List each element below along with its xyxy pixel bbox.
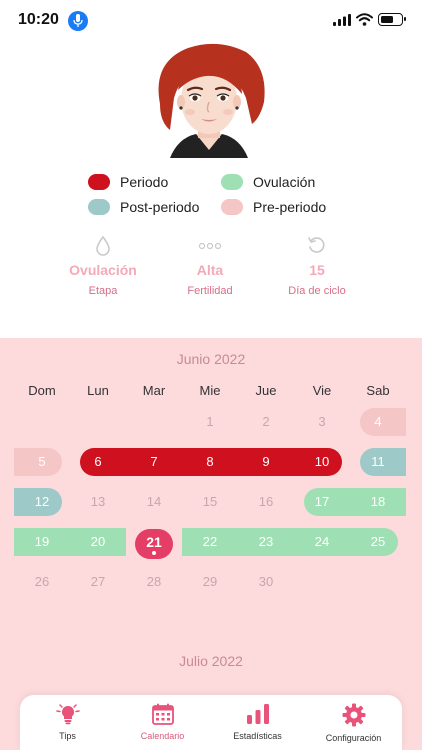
- avatar: [158, 43, 265, 158]
- tab-label: Calendario: [140, 731, 185, 741]
- calendar-day[interactable]: 17: [314, 494, 330, 509]
- tab-calendario[interactable]: Calendario: [115, 695, 210, 750]
- calendar-day[interactable]: 8: [206, 454, 214, 469]
- ovulation-band: [182, 528, 398, 556]
- dots-icon: [198, 242, 222, 250]
- weekday-label: Mie: [199, 383, 221, 398]
- microphone-icon: [68, 11, 88, 31]
- pre-period-band: [14, 448, 62, 476]
- calendar-day[interactable]: 30: [258, 574, 274, 589]
- legend-item-ovulacion: Ovulación: [221, 173, 315, 191]
- calendar-icon: [151, 703, 174, 725]
- legend-label: Ovulación: [253, 174, 316, 190]
- calendar-day[interactable]: 9: [262, 454, 270, 469]
- legend-item-periodo: Periodo: [88, 173, 168, 191]
- ovulation-band: [304, 488, 406, 516]
- month-title: Junio 2022: [176, 351, 246, 367]
- refresh-icon: [308, 237, 325, 253]
- calendar-day[interactable]: 25: [370, 534, 386, 549]
- calendar-day[interactable]: 26: [34, 574, 50, 589]
- post-period-band: [14, 488, 62, 516]
- period-band: [80, 448, 342, 476]
- calendar-day[interactable]: 19: [34, 534, 50, 549]
- tab-label: Estadísticas: [233, 731, 282, 741]
- legend-item-pre-periodo: Pre-periodo: [221, 198, 326, 216]
- stat-value: Alta: [196, 262, 224, 278]
- calendar-day[interactable]: 28: [146, 574, 162, 589]
- cellular-signal-icon: [333, 14, 351, 26]
- stat-value: Ovulación: [69, 262, 137, 278]
- stat-dia-de-ciclo: 15 Día de ciclo: [257, 236, 377, 297]
- bar-chart-icon: [246, 704, 269, 724]
- calendar-day[interactable]: 6: [94, 454, 102, 469]
- calendar-day[interactable]: 3: [318, 414, 326, 429]
- status-time: 10:20: [18, 11, 59, 28]
- weekday-label: Lun: [87, 383, 109, 398]
- calendar-day[interactable]: 15: [202, 494, 218, 509]
- pre-period-band: [360, 408, 406, 436]
- calendar-day[interactable]: 12: [34, 494, 50, 509]
- calendar-day[interactable]: 5: [38, 454, 46, 469]
- legend-swatch: [221, 199, 243, 215]
- legend-swatch: [88, 174, 110, 190]
- legend-swatch: [221, 174, 243, 190]
- legend-swatch: [88, 199, 110, 215]
- calendar-day[interactable]: 29: [202, 574, 218, 589]
- calendar-day[interactable]: 20: [90, 534, 106, 549]
- weekday-label: Vie: [312, 383, 332, 398]
- lightbulb-icon: [55, 704, 80, 725]
- stat-label: Día de ciclo: [288, 285, 346, 297]
- calendar-day[interactable]: 10: [314, 454, 330, 469]
- tab-bar: Tips Calendario Estadísticas: [20, 695, 402, 750]
- status-bar: 10:20: [0, 0, 422, 42]
- calendar-day[interactable]: 11: [371, 454, 385, 469]
- stat-label: Fertilidad: [187, 285, 233, 297]
- gear-icon: [342, 703, 365, 727]
- calendar-day[interactable]: 14: [146, 494, 162, 509]
- calendar-day[interactable]: 27: [90, 574, 106, 589]
- tab-estadisticas[interactable]: Estadísticas: [210, 695, 305, 750]
- battery-icon: [378, 13, 406, 26]
- tab-label: Configuración: [325, 733, 382, 743]
- weekday-label: Sab: [366, 383, 390, 398]
- calendar-day[interactable]: 2: [262, 414, 270, 429]
- post-period-band: [360, 448, 406, 476]
- calendar-day[interactable]: 13: [90, 494, 106, 509]
- legend-label: Periodo: [120, 174, 169, 190]
- today-dot: [152, 551, 156, 555]
- calendar-day[interactable]: 16: [258, 494, 274, 509]
- weekday-label: Mar: [142, 383, 166, 398]
- legend-label: Pre-periodo: [253, 199, 327, 215]
- tab-label: Tips: [59, 731, 76, 741]
- calendar-day[interactable]: 4: [374, 414, 382, 429]
- stat-etapa: Ovulación Etapa: [43, 236, 163, 297]
- droplet-icon: [96, 236, 110, 256]
- calendar-day[interactable]: 24: [314, 534, 330, 549]
- calendar-day[interactable]: 1: [206, 414, 214, 429]
- calendar-day[interactable]: 18: [370, 494, 386, 509]
- legend-label: Post-periodo: [120, 199, 200, 215]
- stat-fertilidad: Alta Fertilidad: [150, 236, 270, 297]
- tab-configuracion[interactable]: Configuración: [306, 695, 401, 750]
- calendar-day[interactable]: 22: [202, 534, 218, 549]
- weekday-label: Dom: [28, 383, 56, 398]
- stat-label: Etapa: [88, 285, 118, 297]
- calendar-day[interactable]: 23: [258, 534, 274, 549]
- wifi-icon: [356, 13, 373, 26]
- weekday-label: Jue: [255, 383, 277, 398]
- tab-tips[interactable]: Tips: [20, 695, 115, 750]
- stat-value: 15: [309, 262, 325, 278]
- calendar-day[interactable]: 7: [150, 454, 158, 469]
- next-month-title: Julio 2022: [179, 653, 243, 669]
- calendar-day-today[interactable]: 21: [146, 534, 162, 550]
- ovulation-band: [14, 528, 126, 556]
- legend-item-post-periodo: Post-periodo: [88, 198, 199, 216]
